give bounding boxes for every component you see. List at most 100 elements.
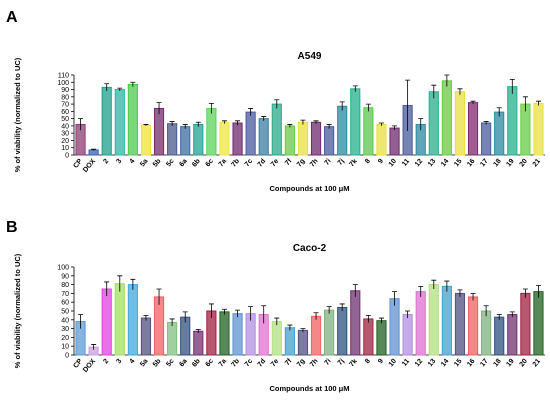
- bar: [258, 118, 269, 156]
- error-bar: [235, 120, 241, 126]
- error-bar: [169, 318, 175, 326]
- x-tick-label: 17: [479, 158, 489, 169]
- x-tick-label: 14: [440, 358, 450, 369]
- y-tick-label: 60: [61, 300, 69, 307]
- error-bar: [91, 344, 97, 350]
- y-tick-label: 100: [57, 80, 69, 87]
- bar: [324, 309, 335, 356]
- error-bar: [117, 87, 123, 91]
- error-bar: [326, 124, 332, 129]
- y-tick-label: 80: [61, 94, 69, 101]
- x-tick-label: 7h: [309, 158, 320, 169]
- y-tick-label: 10: [61, 145, 69, 152]
- bar: [127, 284, 138, 356]
- bar: [232, 122, 243, 156]
- x-tick-label: 21: [532, 158, 542, 169]
- x-tick-label: 16: [466, 158, 476, 169]
- y-tick-label: 80: [61, 282, 69, 289]
- x-tick-label: 7c: [244, 158, 254, 169]
- x-tick-label: 7g: [296, 158, 307, 169]
- x-tick-label: 7b: [230, 358, 241, 369]
- x-tick-label: 5b: [152, 358, 163, 369]
- error-bar: [313, 120, 319, 124]
- x-tick-label: CP: [72, 158, 84, 170]
- bar: [337, 105, 348, 156]
- y-tick-label: 90: [61, 273, 69, 280]
- error-bar: [470, 293, 476, 301]
- error-bar: [470, 100, 476, 105]
- bar: [376, 123, 387, 156]
- bar: [153, 296, 165, 356]
- bar: [310, 121, 322, 156]
- error-bar: [339, 303, 345, 311]
- x-tick-label: 20: [519, 358, 529, 369]
- x-tick-label: 7a: [218, 358, 228, 369]
- bar: [454, 91, 466, 156]
- error-bar: [378, 317, 384, 324]
- panel-label: A: [6, 9, 18, 26]
- bar: [310, 315, 322, 356]
- bar: [363, 107, 374, 156]
- x-tick-label: 7k: [348, 158, 358, 169]
- error-bar: [104, 83, 110, 91]
- error-bar: [522, 96, 528, 112]
- bar: [167, 321, 178, 356]
- error-bar: [431, 279, 437, 289]
- bar: [494, 111, 505, 156]
- y-tick-label: 100: [57, 265, 69, 272]
- x-tick-label: 4: [129, 358, 137, 366]
- bar: [402, 314, 413, 356]
- bar: [533, 291, 544, 356]
- error-bar: [221, 308, 227, 315]
- error-bar: [405, 79, 411, 131]
- y-tick-label: 0: [65, 153, 69, 160]
- error-bar: [104, 281, 110, 297]
- bar: [127, 83, 138, 156]
- error-bar: [496, 107, 502, 117]
- bar: [428, 284, 439, 356]
- error-bar: [182, 124, 188, 129]
- error-bar: [130, 278, 136, 290]
- bar: [376, 320, 387, 356]
- bar: [350, 88, 361, 156]
- x-tick-label: 7c: [244, 358, 254, 369]
- x-tick-label: 7f: [284, 157, 294, 167]
- error-bar: [300, 328, 306, 333]
- x-tick-label: 8: [364, 158, 372, 166]
- bar: [114, 89, 125, 156]
- x-tick-label: 7h: [309, 358, 320, 369]
- x-tick-label: 7k: [348, 358, 358, 369]
- bar: [245, 111, 256, 156]
- x-tick-label: 10: [388, 358, 398, 369]
- y-tick-label: 30: [61, 326, 69, 333]
- bar: [467, 296, 479, 356]
- x-tick-label: DOX: [82, 358, 97, 374]
- x-tick-label: 7i: [324, 358, 333, 367]
- x-tick-label: 7j: [337, 158, 346, 167]
- bar: [441, 285, 452, 356]
- y-tick-label: 60: [61, 109, 69, 116]
- bar: [271, 103, 282, 156]
- error-bar: [235, 309, 241, 318]
- x-tick-label: 4: [129, 158, 137, 166]
- bar: [219, 121, 230, 156]
- chart-title: Caco-2: [293, 243, 327, 254]
- x-tick-label: 10: [388, 158, 398, 169]
- bar: [193, 330, 204, 356]
- bar: [297, 329, 309, 356]
- x-tick-label: 7b: [230, 158, 241, 169]
- x-tick-label: 5a: [139, 158, 149, 169]
- bar: [88, 149, 99, 156]
- error-bar: [509, 311, 515, 318]
- x-tick-label: 3: [115, 358, 123, 366]
- x-tick-label: 7d: [257, 158, 268, 169]
- error-bar: [195, 121, 201, 127]
- x-tick-label: 7i: [324, 158, 333, 167]
- bar: [206, 107, 217, 156]
- bar: [337, 306, 348, 356]
- bar: [101, 288, 112, 356]
- error-bar: [496, 314, 502, 320]
- error-bar: [300, 119, 306, 125]
- bar: [284, 125, 295, 156]
- bar: [167, 123, 178, 156]
